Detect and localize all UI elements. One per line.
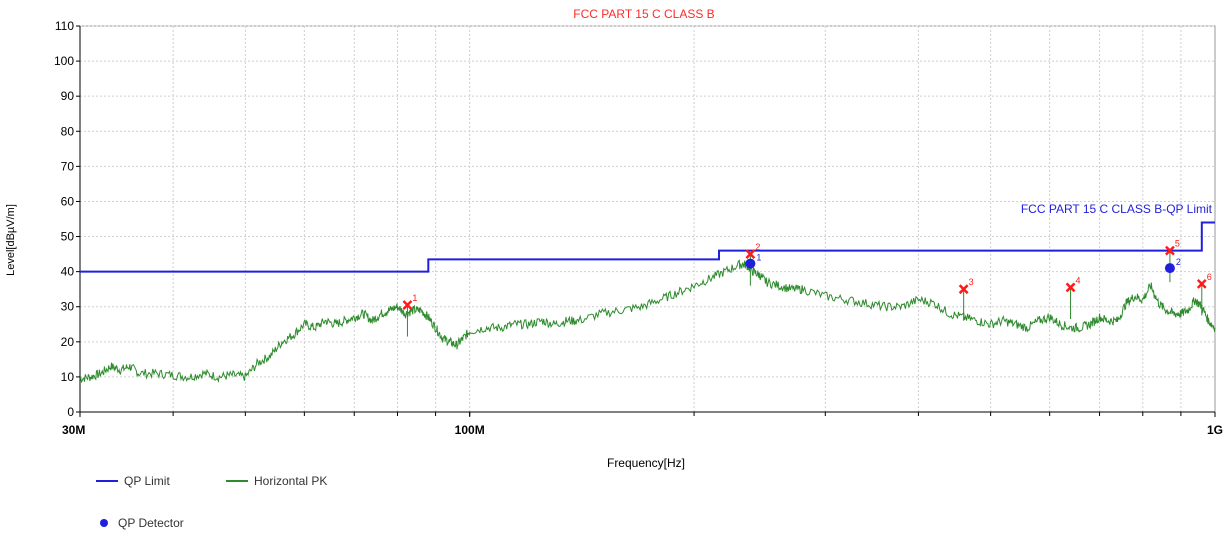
axes: 0 10 20 30 40 50 60 70 80 90 100 110 30M 100M 1G	[54, 19, 1223, 437]
chart-title: FCC PART 15 C CLASS B	[573, 7, 714, 21]
peak-marker: 6	[1196, 272, 1212, 289]
horizontal-pk-trace	[79, 259, 1216, 384]
y-tick-label: 60	[61, 194, 75, 208]
y-tick-label: 20	[61, 335, 75, 349]
legend-label-qp-detector: QP Detector	[118, 516, 184, 530]
peak-marker: 3	[958, 277, 974, 295]
qp-detector-label: 2	[1176, 257, 1181, 267]
qp-detector-point	[745, 258, 756, 269]
peak-marker: 4	[1065, 275, 1081, 293]
peak-marker-label: 4	[1076, 275, 1081, 285]
legend-horizontal-pk: Horizontal PK	[226, 474, 327, 488]
peak-marker: 1	[402, 293, 417, 310]
qp-detector-label: 1	[756, 253, 761, 263]
peak-marker: 5	[1165, 239, 1180, 256]
y-tick-label: 80	[61, 124, 75, 138]
grid	[79, 25, 1216, 413]
peak-marker-label: 6	[1207, 272, 1212, 282]
limit-label: FCC PART 15 C CLASS B-QP Limit	[1021, 202, 1213, 216]
peak-marker-stroke	[1165, 245, 1175, 256]
x-tick-label: 100M	[455, 423, 485, 437]
plot-frame	[79, 25, 1216, 413]
y-tick-label: 10	[61, 370, 75, 384]
y-tick-label: 70	[61, 159, 75, 173]
peak-marker-stroke	[1065, 282, 1076, 293]
qp-detector-point	[1164, 263, 1175, 274]
y-tick-label: 100	[54, 54, 74, 68]
x-tick-label: 30M	[62, 423, 85, 437]
legend-label-qp-limit: QP Limit	[124, 474, 170, 488]
y-tick-label: 30	[61, 300, 75, 314]
peak-marker-stroke	[958, 284, 969, 295]
peak-marker-stroke	[402, 300, 413, 310]
peak-marker-label: 5	[1175, 239, 1180, 249]
y-axis-label: Level[dBµV/m]	[5, 204, 17, 276]
legend-label-horizontal-pk: Horizontal PK	[254, 474, 328, 488]
legend-swatch-qp-detector	[100, 519, 108, 527]
legend-swatch-qp-limit	[96, 480, 118, 482]
x-tick-label: 1G	[1207, 423, 1223, 437]
y-tick-label: 110	[55, 19, 74, 33]
legend-qp-limit: QP Limit	[96, 474, 170, 488]
peak-marker-label: 2	[755, 242, 760, 252]
peak-marker: 2	[745, 242, 760, 259]
peak-marker-label: 3	[969, 277, 974, 287]
x-axis-label: Frequency[Hz]	[607, 456, 685, 470]
qp-limit-line	[80, 221, 1215, 273]
peak-marker-stroke	[1196, 279, 1207, 289]
y-tick-label: 40	[61, 265, 75, 279]
series-layer	[79, 221, 1216, 384]
legend-qp-detector: QP Detector	[100, 516, 184, 530]
peak-marker-stroke	[745, 249, 756, 259]
y-tick-label: 0	[67, 405, 74, 419]
peak-marker-label: 1	[412, 293, 417, 303]
y-tick-label: 50	[61, 230, 75, 244]
legend-swatch-horizontal-pk	[226, 480, 248, 482]
y-tick-label: 90	[61, 89, 75, 103]
